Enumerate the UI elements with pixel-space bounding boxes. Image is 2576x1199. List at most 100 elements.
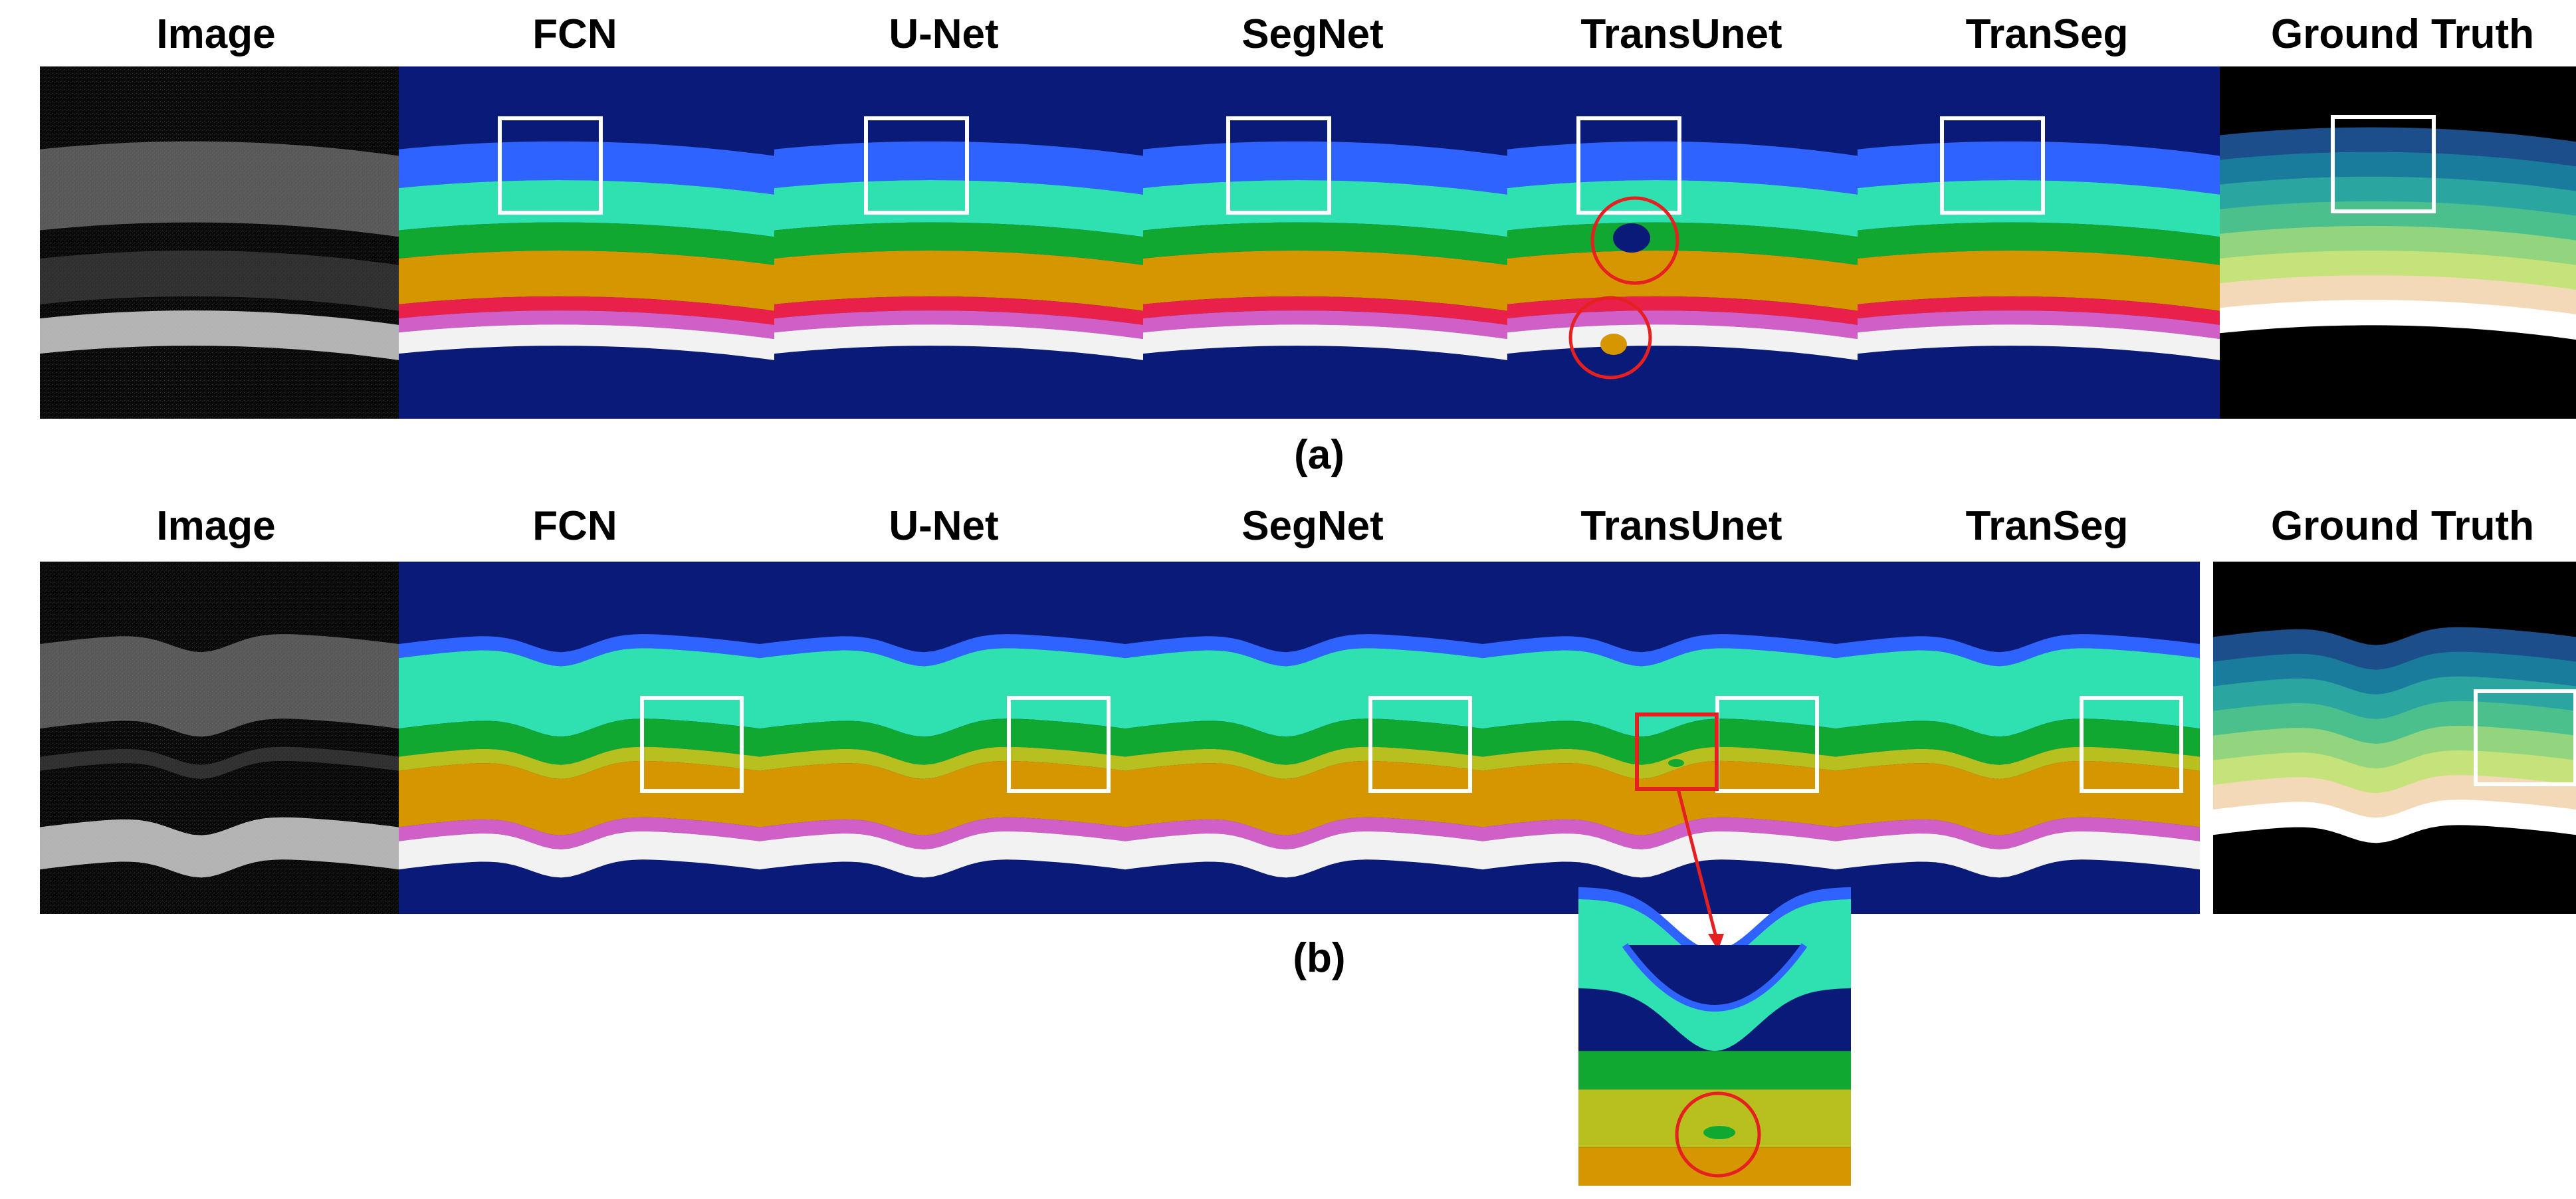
highlight-box-b-2 [1368,696,1472,793]
panel-transunet-b-layer-cyan [1483,648,1836,737]
panel-fcn-b-layer-cyan [399,648,760,737]
panel-transunet-b-layer-top [1483,634,1836,667]
panel-segnet-b-layer-cyan [1125,648,1483,737]
panel-transeg-a-layer-green [1858,222,2220,265]
panel-transeg-b-layer-green [1836,718,2200,765]
panel-fcn-a-layer-red [399,296,774,325]
panel-transunet-b-layer-white [1483,831,1836,878]
inset-layer-green [1578,1051,1851,1090]
panel-transunet-b-layer-orange [1483,760,1836,835]
panel-transeg-a-layer-cyan [1858,180,2220,237]
highlight-box-b-0 [640,696,744,793]
panel-fcn-a-layer-green [399,222,774,265]
panel-transeg-b-layer-white [1836,831,2200,878]
zoom-arrow-line [1676,788,1718,938]
panel-unet-b-layer-white [760,831,1125,878]
inset-pit-edge [1622,943,1808,1012]
panel-fcn-b-layer-olive [399,746,760,779]
header-transunet-a: TransUnet [1580,11,1782,57]
panel-image-b-band-1 [40,746,399,779]
row-b-panels [40,562,2576,950]
inset-error-circle [1675,1091,1761,1178]
panel-unet-b-layer-olive [760,746,1125,779]
panel-segnet-b-layer-magenta [1125,817,1483,849]
panel-transeg-b-layer-cyan [1836,648,2200,737]
error-blob-a-2 [1600,334,1627,355]
row-a-panels [40,66,2576,419]
panel-unet-b-layer-top [760,634,1125,667]
panel-transunet-b-layer-green [1483,718,1836,765]
panel-ground-truth-b-layer-2 [2213,676,2576,720]
panel-fcn-a-layer-cyan [399,180,774,237]
panel-transunet-b [1483,562,1836,914]
highlight-box-a-2 [1226,116,1331,215]
panel-image-a-band-0 [40,141,399,237]
panel-fcn-b-layer-green [399,718,760,765]
header-unet-a: U-Net [889,11,998,57]
panel-segnet-a-layer-red [1143,296,1507,325]
panel-fcn-b-layer-orange [399,760,760,835]
panel-image-a-band-1 [40,251,399,311]
panel-fcn-a-layer-magenta [399,310,774,340]
highlight-box-a-5 [2331,115,2436,213]
error-blob-a-1 [1613,223,1650,253]
panel-segnet-a-layer-white [1143,324,1507,360]
panel-transeg-b-layer-olive [1836,746,2200,779]
panel-segnet-b-layer-orange [1125,760,1483,835]
header-transunet-b: TransUnet [1580,503,1782,549]
zoom-inset [1578,887,1851,1186]
panel-image-a-bg [40,66,399,419]
panel-ground-truth-b-layer-4 [2213,725,2576,770]
panel-transeg-b-layer-magenta [1836,817,2200,849]
panel-segnet-b-layer-green [1125,718,1483,765]
panel-segnet-a [1143,66,1507,419]
panel-transeg-a-layer-top [1858,141,2220,195]
panel-segnet-b-layer-white [1125,831,1483,878]
panel-segnet-b-layer-olive [1125,746,1483,779]
panel-segnet-a-layer-cyan [1143,180,1507,237]
panel-unet-a-layer-white [774,324,1143,360]
panel-transeg-a-layer-magenta [1858,310,2220,340]
panel-unet-a-layer-orange [774,251,1143,311]
highlight-box-a-0 [498,116,603,215]
panel-transunet-a-layer-white [1507,324,1858,360]
panel-segnet-a-layer-top [1143,141,1507,195]
panel-unet-b-layer-cyan [760,648,1125,737]
panel-ground-truth-b-layer-3 [2213,701,2576,744]
panel-unet-b-layer-magenta [760,817,1125,849]
highlight-box-a-3 [1576,116,1681,215]
header-transeg-b: TranSeg [1966,503,2129,549]
header-image-a: Image [156,11,275,57]
header-segnet-a: SegNet [1241,11,1384,57]
panel-transunet-a-layer-orange [1507,251,1858,311]
panel-segnet-a-layer-orange [1143,251,1507,311]
panel-image-b-band-2 [40,817,399,878]
inset-layer-orange [1578,1147,1851,1186]
panel-segnet-a-layer-green [1143,222,1507,265]
zoom-arrow-head [1708,934,1724,950]
panel-unet-a-layer-red [774,296,1143,325]
panel-transunet-b-layer-magenta [1483,817,1836,849]
header-image-b: Image [156,503,275,549]
panel-ground-truth-a [2220,66,2576,419]
panel-transeg-b-layer-top [1836,634,2200,667]
highlight-box-b-4 [2080,696,2183,793]
panel-transunet-a-layer-top [1507,141,1858,195]
row-a-headers: Image FCN U-Net SegNet TransUnet TranSeg… [156,11,2534,57]
panel-ground-truth-b-layer-5 [2213,750,2576,794]
header-fcn-a: FCN [532,11,617,57]
caption-b: (b) [1293,935,1345,981]
panel-unet-a [774,66,1143,419]
panel-ground-truth-b-layer-0 [2213,627,2576,671]
panel-transunet-a-layer-red [1507,296,1858,325]
inset-layer-top [1578,887,1851,962]
panel-fcn-b [399,562,760,914]
panel-unet-b-layer-green [760,718,1125,765]
panel-fcn-b-layer-white [399,831,760,878]
panel-image-b-band-0 [40,634,399,737]
panel-fcn-a-layer-top [399,141,774,195]
caption-a: (a) [1294,432,1344,478]
panel-fcn-b-layer-magenta [399,817,760,849]
panel-transeg-a-layer-white [1858,324,2220,360]
panel-image-a-band-2 [40,310,399,360]
